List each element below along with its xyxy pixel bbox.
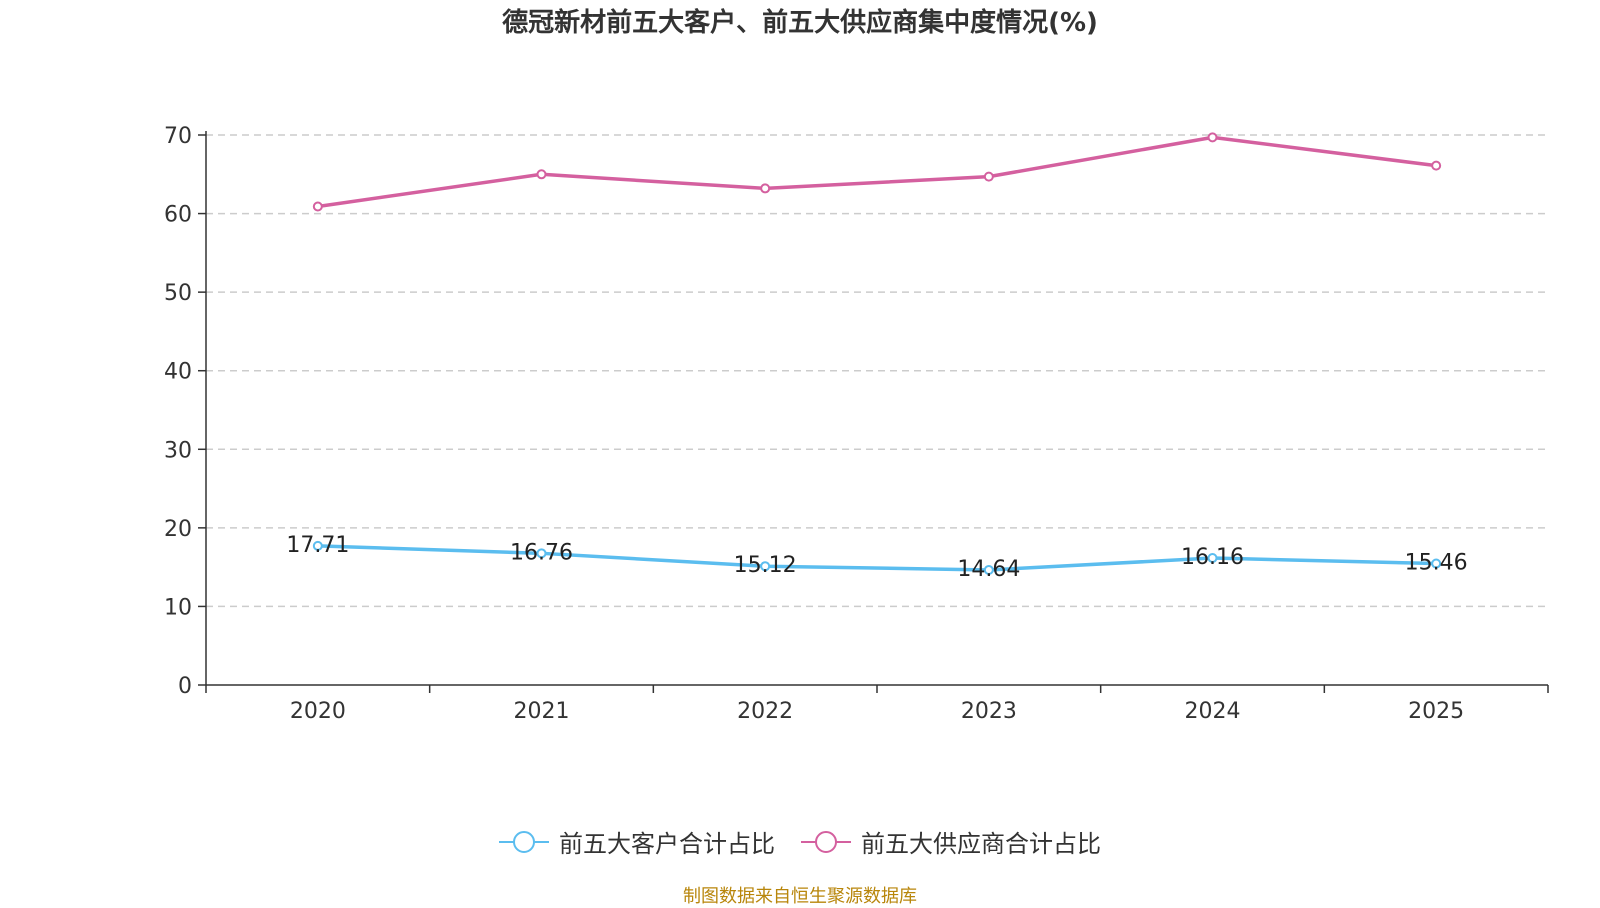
legend: 前五大客户合计占比 前五大供应商合计占比 <box>0 824 1600 859</box>
legend-marker-customers-icon <box>499 830 549 853</box>
y-tick-label-10: 10 <box>164 595 192 620</box>
data-point-0-2020 <box>312 540 323 551</box>
data-point-1-2022 <box>760 183 771 194</box>
x-tick-label-2020: 2020 <box>290 699 346 724</box>
legend-item-customers[interactable]: 前五大客户合计占比 <box>499 824 775 859</box>
y-tick-label-50: 50 <box>164 281 192 306</box>
data-label-0-2020: 17.71 <box>286 533 349 558</box>
data-point-0-2025 <box>1431 558 1442 569</box>
data-point-1-2020 <box>312 201 323 212</box>
data-label-0-2023: 14.64 <box>957 557 1020 582</box>
data-point-0-2023 <box>983 564 994 575</box>
data-point-1-2024 <box>1207 132 1218 143</box>
data-label-0-2022: 15.12 <box>734 553 797 578</box>
x-tick-label-2022: 2022 <box>737 699 793 724</box>
y-tick-label-30: 30 <box>164 438 192 463</box>
chart-title: 德冠新材前五大客户、前五大供应商集中度情况(%) <box>502 8 1098 38</box>
y-tick-label-0: 0 <box>178 674 192 699</box>
data-label-0-2025: 15.46 <box>1405 551 1468 576</box>
data-point-0-2022 <box>760 561 771 572</box>
legend-item-suppliers[interactable]: 前五大供应商合计占比 <box>801 824 1101 859</box>
series-line-0 <box>317 544 1437 572</box>
legend-label-customers: 前五大客户合计占比 <box>559 830 775 858</box>
x-tick-label-2025: 2025 <box>1408 699 1464 724</box>
y-tick-label-20: 20 <box>164 517 192 542</box>
legend-label-suppliers: 前五大供应商合计占比 <box>861 830 1101 858</box>
source-note: 制图数据来自恒生聚源数据库 <box>683 886 917 907</box>
x-tick-label-2023: 2023 <box>961 699 1017 724</box>
series-line-1 <box>317 135 1437 209</box>
y-tick-label-40: 40 <box>164 360 192 385</box>
x-tick-label-2024: 2024 <box>1185 699 1241 724</box>
data-point-1-2021 <box>536 169 547 180</box>
data-label-0-2021: 16.76 <box>510 540 573 565</box>
x-tick-label-2021: 2021 <box>514 699 570 724</box>
data-point-1-2025 <box>1431 160 1442 171</box>
data-point-1-2023 <box>983 171 994 182</box>
data-point-0-2024 <box>1207 553 1218 564</box>
data-label-0-2024: 16.16 <box>1181 545 1244 570</box>
y-tick-label-70: 70 <box>164 124 192 149</box>
y-tick-label-60: 60 <box>164 203 192 228</box>
data-point-0-2021 <box>536 548 547 559</box>
legend-marker-suppliers-icon <box>801 830 851 853</box>
